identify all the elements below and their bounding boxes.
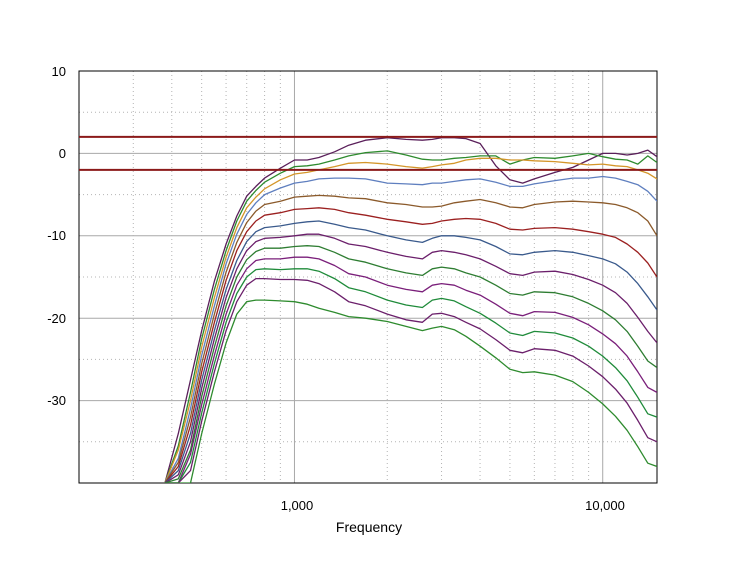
series-line-12: [164, 277, 657, 483]
series-line-7: [164, 220, 657, 483]
x-axis-title: Frequency: [336, 519, 402, 535]
series-line-8: [164, 233, 657, 483]
x-tick-label: 10,000: [585, 498, 625, 513]
series-line-11: [164, 268, 657, 483]
y-tick-label: 10: [52, 64, 66, 79]
series-line-10: [164, 256, 657, 483]
reference-lines: [79, 135, 657, 171]
y-tick-label: 0: [59, 146, 66, 161]
y-tick-label: -20: [47, 311, 66, 326]
series-line-9: [164, 245, 657, 483]
series-line-5: [164, 194, 657, 483]
series-line-2: [164, 150, 657, 483]
series-line-4: [164, 175, 657, 483]
series-line-3: [164, 157, 657, 483]
grid-lines: [79, 71, 657, 483]
series-line-6: [164, 207, 657, 483]
series-line-1: [164, 137, 657, 483]
y-tick-label: -30: [47, 393, 66, 408]
x-tick-label: 1,000: [281, 498, 314, 513]
y-tick-label: -10: [47, 228, 66, 243]
series-line-13: [164, 299, 657, 483]
series-layer: [164, 137, 657, 483]
